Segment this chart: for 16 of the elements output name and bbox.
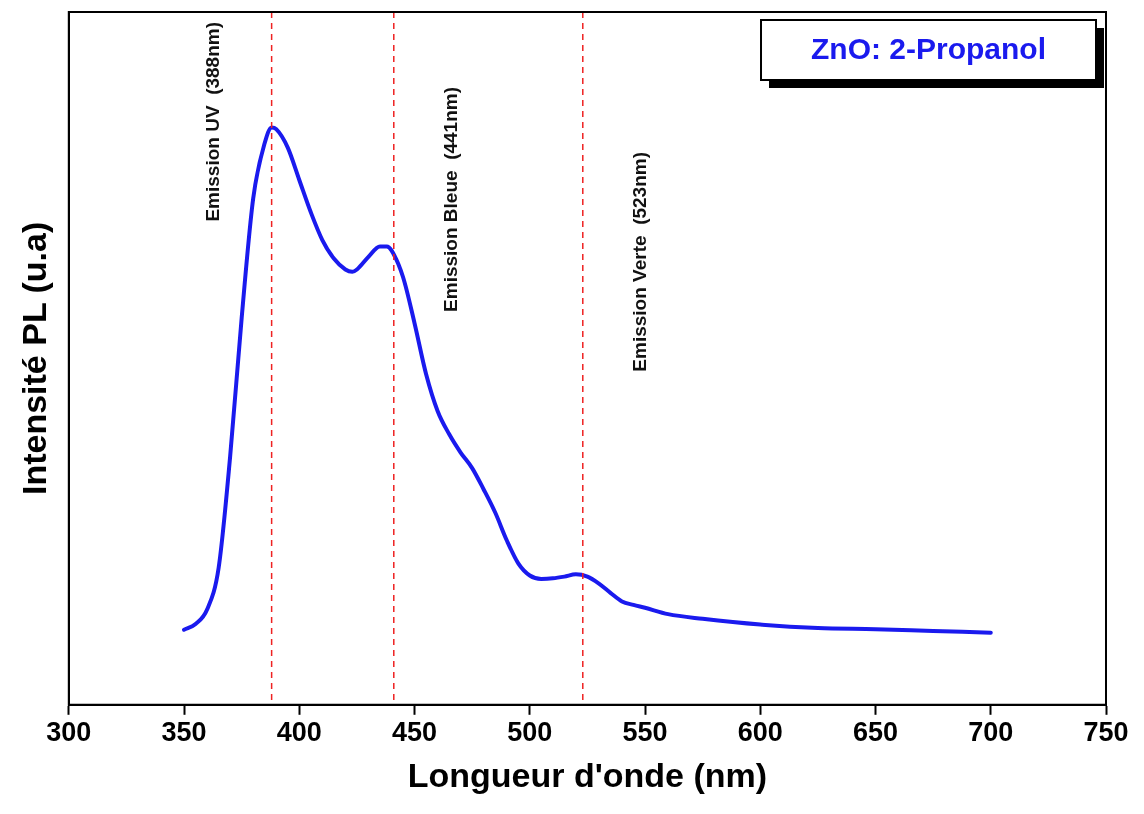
x-axis-title: Longueur d'onde (nm) — [407, 755, 768, 794]
x-tick-label: 700 — [968, 717, 1014, 748]
x-tick-label: 650 — [852, 717, 899, 748]
y-axis-title: Intensité PL (u.a) — [14, 221, 53, 496]
x-tick-label: 350 — [161, 717, 207, 748]
ref-line-label: Emission Verte (523nm) — [629, 152, 651, 372]
x-tick-label: 500 — [507, 717, 553, 748]
chart-title: ZnO: 2-Propanol — [811, 32, 1046, 66]
x-tick-label: 550 — [622, 717, 668, 748]
x-tick-label: 600 — [737, 717, 783, 748]
ref-line-label: Emission UV (388nm) — [201, 22, 223, 222]
x-tick-label: 750 — [1083, 717, 1129, 748]
x-tick-label: 450 — [392, 717, 438, 748]
x-tick-label: 400 — [276, 717, 322, 748]
x-tick-label: 300 — [46, 717, 92, 748]
ref-line-label: Emission Bleue (441nm) — [440, 87, 462, 312]
